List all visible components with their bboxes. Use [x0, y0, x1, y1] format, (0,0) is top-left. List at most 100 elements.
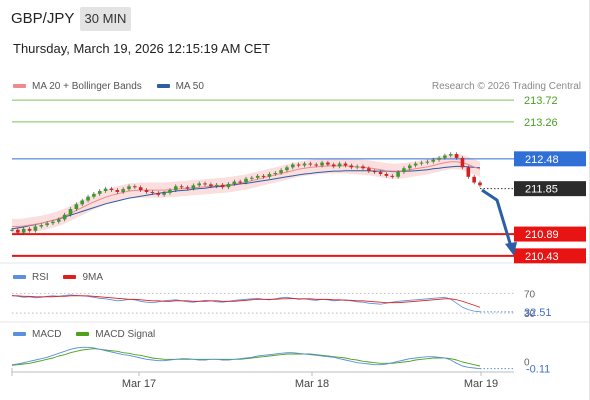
- candle-body: [431, 159, 435, 162]
- candle-body: [27, 228, 32, 231]
- candle-body: [478, 182, 482, 186]
- support-badge: [514, 226, 586, 242]
- projection-arrowhead: [505, 241, 517, 256]
- legend-item-macd-signal: MACD Signal: [76, 329, 155, 340]
- candle-body: [302, 163, 307, 166]
- support-badge: [514, 248, 586, 264]
- projection-arrow: [481, 188, 514, 251]
- candle-body: [460, 157, 465, 168]
- macd-signal-line: [11, 348, 481, 367]
- candle-body: [144, 190, 149, 192]
- candle-body: [384, 173, 389, 176]
- candle-body: [443, 155, 447, 158]
- macd-legend: MACD MACD Signal: [13, 329, 167, 340]
- candle-body: [337, 163, 342, 167]
- candle-body: [57, 219, 61, 222]
- candle-body: [16, 229, 20, 233]
- legend-item-ma20: MA 20 + Bollinger Bands: [13, 81, 142, 92]
- candle-body: [273, 173, 278, 175]
- candle-body: [279, 170, 283, 174]
- last-price-label: 211.85: [525, 184, 558, 196]
- candle-body: [314, 164, 318, 166]
- candle-body: [378, 172, 383, 174]
- last-price-badge: [514, 181, 586, 197]
- candle-body: [390, 175, 395, 177]
- candle-body: [331, 164, 336, 167]
- support-label: 210.43: [525, 251, 559, 263]
- candle-body: [437, 157, 441, 160]
- macd-last-label: -0.11: [526, 364, 550, 376]
- resistance-label: 213.72: [524, 95, 558, 107]
- candle-body: [396, 172, 400, 177]
- legend-label: RSI: [32, 272, 49, 283]
- candle-body: [10, 229, 14, 231]
- candle-body: [92, 193, 96, 197]
- legend-item-rsi-ma: 9MA: [63, 272, 103, 283]
- candle-body: [355, 166, 359, 168]
- candle-body: [191, 185, 196, 189]
- legend-label: 9MA: [82, 272, 104, 283]
- candle-body: [39, 225, 44, 227]
- candle-body: [103, 188, 108, 192]
- candle-body: [454, 154, 459, 158]
- candle-body: [33, 226, 38, 231]
- candle-body: [472, 176, 476, 183]
- candle-body: [320, 162, 324, 166]
- candle-body: [109, 188, 114, 191]
- candle-body: [51, 221, 55, 224]
- legend-item-macd: MACD: [13, 329, 61, 340]
- candle-body: [62, 214, 67, 220]
- candle-body: [244, 178, 248, 183]
- candle-body: [408, 165, 412, 169]
- candle-body: [115, 190, 120, 192]
- x-tick-label: Mar 17: [122, 378, 156, 390]
- candle-body: [21, 228, 26, 233]
- candle-body: [185, 187, 190, 189]
- candle-body: [220, 184, 225, 188]
- candle-body: [133, 186, 137, 188]
- candle-body: [127, 186, 131, 190]
- candle-body: [349, 165, 354, 168]
- candle-body: [214, 184, 219, 187]
- x-tick-label: Mar 18: [295, 378, 329, 390]
- candle-body: [197, 183, 201, 186]
- candle-body: [238, 181, 242, 183]
- legend-label: MACD: [32, 329, 62, 340]
- candle-body: [448, 154, 453, 156]
- legend-item-rsi: RSI: [13, 272, 49, 283]
- candle-body: [267, 173, 272, 177]
- candle-body: [413, 163, 418, 166]
- candle-body: [402, 168, 406, 173]
- rsi-ma-line: [12, 295, 481, 308]
- candle-body: [68, 208, 73, 215]
- candle-body: [291, 164, 295, 168]
- datetime-label: Thursday, March 19, 2026 12:15:19 AM CET: [13, 41, 271, 56]
- legend-label: MA 50: [175, 81, 204, 92]
- timeframe-button[interactable]: 30 MIN: [80, 7, 131, 31]
- rsi-line: [11, 294, 481, 313]
- candle-body: [419, 162, 424, 164]
- candle-body: [367, 168, 371, 172]
- support-label: 210.89: [525, 229, 559, 241]
- candle-body: [203, 183, 207, 185]
- bollinger-band: [12, 154, 480, 235]
- candle-body: [226, 183, 231, 188]
- resistance-label: 213.26: [524, 117, 558, 129]
- candle-body: [80, 200, 84, 205]
- candle-body: [372, 171, 377, 173]
- rsi-last-label: 32.51: [524, 307, 552, 319]
- candle-body: [156, 192, 161, 195]
- candle-body: [45, 223, 49, 226]
- candle-body: [326, 162, 330, 165]
- legend-label: MA 20 + Bollinger Bands: [32, 81, 142, 92]
- legend-item-ma50: MA 50: [156, 81, 204, 92]
- pivot-badge: [514, 151, 586, 167]
- candle-body: [179, 186, 184, 188]
- candle-body: [285, 167, 289, 171]
- candle-body: [343, 163, 348, 166]
- candle-body: [466, 167, 471, 177]
- candle-body: [86, 196, 90, 201]
- candle-body: [74, 204, 79, 209]
- candle-body: [138, 187, 143, 191]
